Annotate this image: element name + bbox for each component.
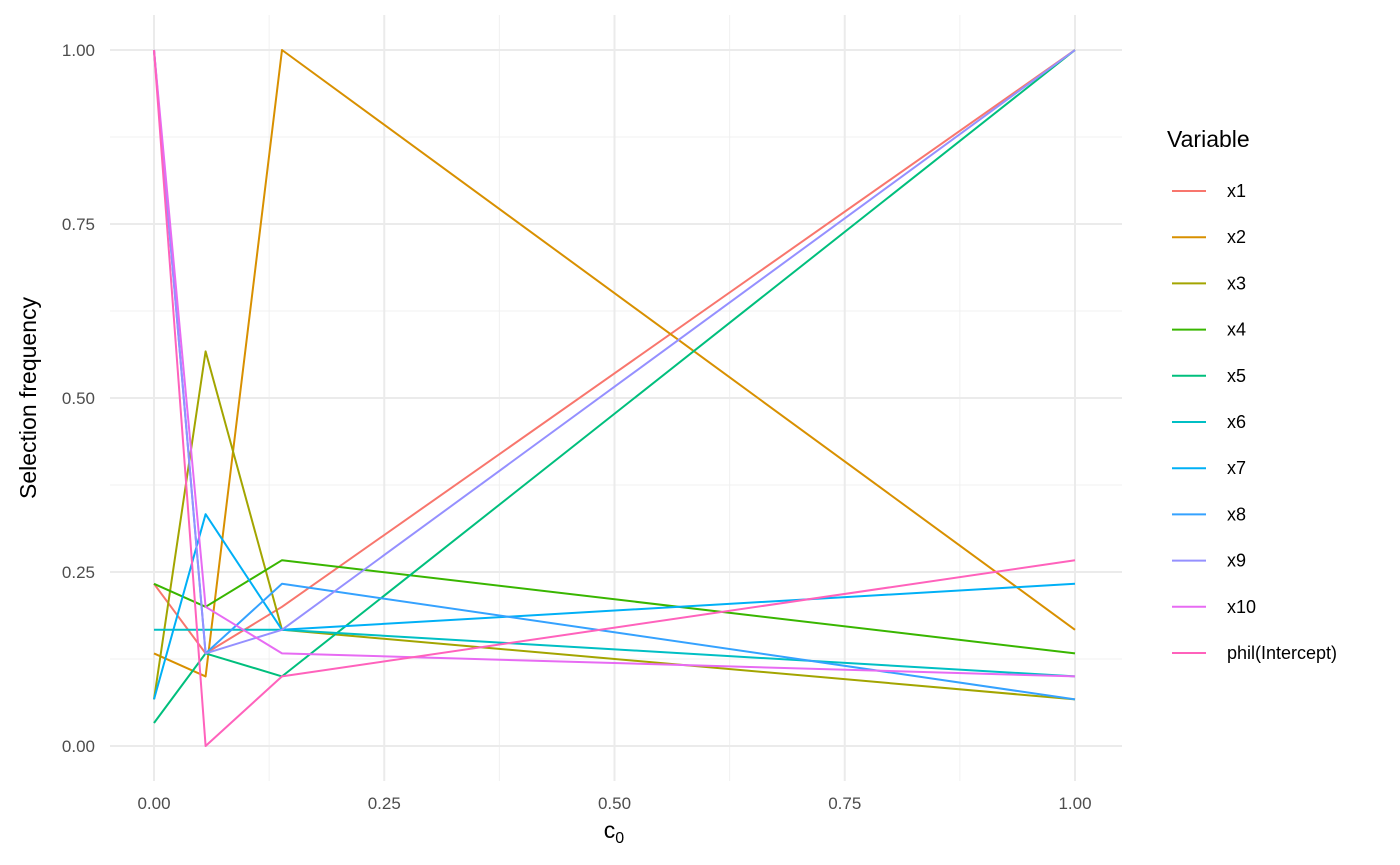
legend-label-x9: x9 bbox=[1227, 551, 1246, 571]
legend-label-phil(Intercept): phil(Intercept) bbox=[1227, 643, 1337, 663]
series-line-x7 bbox=[153, 513, 1076, 700]
legend-label-x8: x8 bbox=[1227, 504, 1246, 524]
legend: x1 x2 x3 x4 x5 x6 x7 x8 x9 x10 phil(Intercept) bbox=[1172, 181, 1337, 663]
y-tick-label: 0.00 bbox=[62, 737, 95, 756]
legend-label-x3: x3 bbox=[1227, 273, 1246, 293]
x-tick-label: 1.00 bbox=[1058, 794, 1091, 813]
series-lines bbox=[153, 49, 1076, 747]
legend-label-x10: x10 bbox=[1227, 597, 1256, 617]
series-line-x5 bbox=[153, 49, 1076, 724]
x-tick-label: 0.00 bbox=[137, 794, 170, 813]
y-tick-label: 0.25 bbox=[62, 563, 95, 582]
y-tick-label: 0.75 bbox=[62, 215, 95, 234]
series-line-x10 bbox=[153, 49, 1076, 678]
legend-label-x2: x2 bbox=[1227, 227, 1246, 247]
y-axis-title: Selection frequency bbox=[15, 296, 41, 499]
grid bbox=[110, 15, 1122, 781]
legend-label-x1: x1 bbox=[1227, 181, 1246, 201]
x-tick-label: 0.75 bbox=[828, 794, 861, 813]
x-tick-label: 0.25 bbox=[368, 794, 401, 813]
y-tick-label: 0.50 bbox=[62, 389, 95, 408]
legend-label-x7: x7 bbox=[1227, 458, 1246, 478]
series-line-phil(Intercept) bbox=[153, 49, 1076, 747]
x-tick-label: 0.50 bbox=[598, 794, 631, 813]
x-axis-title: c0 bbox=[604, 817, 625, 847]
y-tick-label: 1.00 bbox=[62, 41, 95, 60]
x-axis-title-subscript: 0 bbox=[615, 830, 624, 847]
legend-label-x4: x4 bbox=[1227, 320, 1246, 340]
legend-label-x6: x6 bbox=[1227, 412, 1246, 432]
x-tick-labels: 0.00 0.25 0.50 0.75 1.00 bbox=[137, 794, 1091, 813]
x-axis-title-main: c bbox=[604, 817, 616, 843]
series-line-x9 bbox=[153, 49, 1076, 655]
legend-label-x5: x5 bbox=[1227, 366, 1246, 386]
y-tick-labels: 0.00 0.25 0.50 0.75 1.00 bbox=[62, 41, 95, 756]
legend-title: Variable bbox=[1167, 126, 1250, 152]
